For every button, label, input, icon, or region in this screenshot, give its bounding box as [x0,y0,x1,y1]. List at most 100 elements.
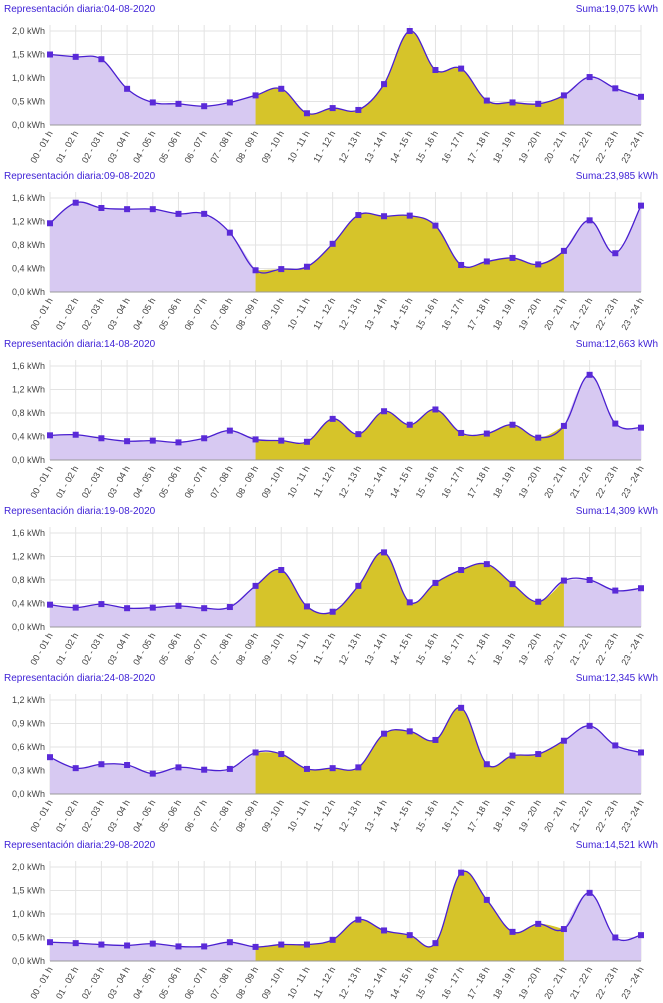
x-tick-label: 17 - 18 h [465,631,491,667]
y-tick-label: 0,3 kWh [12,766,45,776]
data-point [124,942,131,949]
x-tick-label: 02 - 03 h [80,798,106,834]
y-tick-label: 0,0 kWh [12,789,45,799]
data-point [432,67,439,74]
data-point [432,222,439,229]
data-point [47,601,53,608]
x-tick-label: 07 - 08 h [208,464,234,500]
y-tick-label: 1,0 kWh [12,909,45,919]
data-point [278,266,285,273]
data-point [612,587,619,594]
y-tick-label: 0,4 kWh [12,432,45,442]
x-tick-label: 22 - 23 h [594,631,620,667]
data-point [483,896,490,903]
x-tick-label: 22 - 23 h [594,965,620,1001]
x-tick-label: 08 - 09 h [234,464,260,500]
x-tick-label: 15 - 16 h [414,631,440,667]
data-point [586,74,593,81]
y-tick-label: 0,8 kWh [12,408,45,418]
data-point [381,730,388,737]
data-point [535,598,542,605]
chart-panel-4: Representación diaria:19-08-2020 Suma:14… [0,502,663,669]
y-tick-label: 0,0 kWh [12,956,45,966]
data-point [355,212,362,219]
area-peak [255,213,564,292]
x-tick-label: 11 - 12 h [311,798,337,833]
data-point [201,435,208,442]
data-point [560,247,567,254]
x-tick-label: 06 - 07 h [182,296,208,332]
y-tick-label: 1,0 kWh [12,73,45,83]
data-point [329,765,336,772]
data-point [278,567,285,574]
data-point [47,220,53,227]
x-tick-label: 11 - 12 h [311,464,337,499]
x-tick-label: 04 - 05 h [131,631,157,667]
data-point [303,603,310,610]
area-offpeak [50,752,256,794]
data-point [638,202,644,209]
area-chart: 0,0 kWh 0,4 kWh 0,8 kWh 1,2 kWh 1,6 kWh 00 - … [12,360,646,500]
x-tick-label: 15 - 16 h [414,798,440,834]
data-point [535,434,542,441]
x-tick-label: 14 - 15 h [388,631,414,667]
data-point [483,761,490,768]
x-tick-label: 09 - 10 h [260,965,286,1001]
chart-total: Suma:12,663 kWh [575,339,658,350]
y-tick-label: 0,0 kWh [12,455,45,465]
data-point [638,93,644,100]
area-offpeak [563,374,641,460]
x-tick-label: 00 - 01 h [28,129,54,165]
area-peak [255,871,564,961]
x-tick-label: 16 - 17 h [439,296,465,332]
data-point [124,605,131,612]
x-tick-label: 21 - 22 h [568,464,594,500]
data-point [586,722,593,729]
x-tick-label: 08 - 09 h [234,798,260,834]
x-tick-label: 06 - 07 h [182,798,208,834]
x-tick-label: 19 - 20 h [517,631,543,667]
x-tick-label: 13 - 14 h [362,296,388,332]
data-point [355,916,362,923]
data-point [355,582,362,589]
data-point [124,438,131,445]
x-tick-label: 13 - 14 h [362,798,388,834]
data-point [98,601,105,608]
data-point [355,431,362,438]
x-tick-label: 19 - 20 h [517,296,543,332]
y-tick-label: 2,0 kWh [12,26,45,36]
x-tick-label: 10 - 11 h [286,296,312,331]
chart-total: Suma:14,309 kWh [575,506,658,517]
data-point [226,99,233,106]
x-tick-label: 05 - 06 h [157,296,183,332]
data-point [303,110,310,117]
area-chart: 0,0 kWh 0,3 kWh 0,6 kWh 0,9 kWh 1,2 kWh 00 - … [12,694,646,834]
data-point [355,106,362,113]
data-point [586,217,593,224]
area-offpeak [563,725,641,794]
chart-panel-2: Representación diaria:09-08-2020 Suma:23… [0,167,663,334]
x-tick-label: 13 - 14 h [362,631,388,667]
x-tick-label: 11 - 12 h [311,129,337,164]
x-tick-label: 14 - 15 h [388,129,414,165]
data-point [406,932,413,939]
data-point [355,764,362,771]
x-tick-label: 05 - 06 h [157,129,183,165]
x-tick-label: 02 - 03 h [80,129,106,165]
data-point [612,85,619,92]
data-point [201,103,208,110]
data-point [560,737,567,744]
x-tick-label: 16 - 17 h [439,798,465,834]
x-tick-label: 13 - 14 h [362,965,388,1001]
x-tick-label: 10 - 11 h [286,798,312,833]
x-tick-label: 08 - 09 h [234,129,260,165]
x-tick-label: 18 - 19 h [491,798,517,834]
chart-panel-6: Representación diaria:29-08-2020 Suma:14… [0,836,663,1003]
y-tick-label: 0,0 kWh [12,120,45,130]
x-tick-label: 22 - 23 h [594,798,620,834]
data-point [175,210,182,217]
x-tick-label: 19 - 20 h [517,965,543,1001]
x-tick-label: 18 - 19 h [491,296,517,332]
data-point [47,754,53,761]
data-point [458,567,465,574]
